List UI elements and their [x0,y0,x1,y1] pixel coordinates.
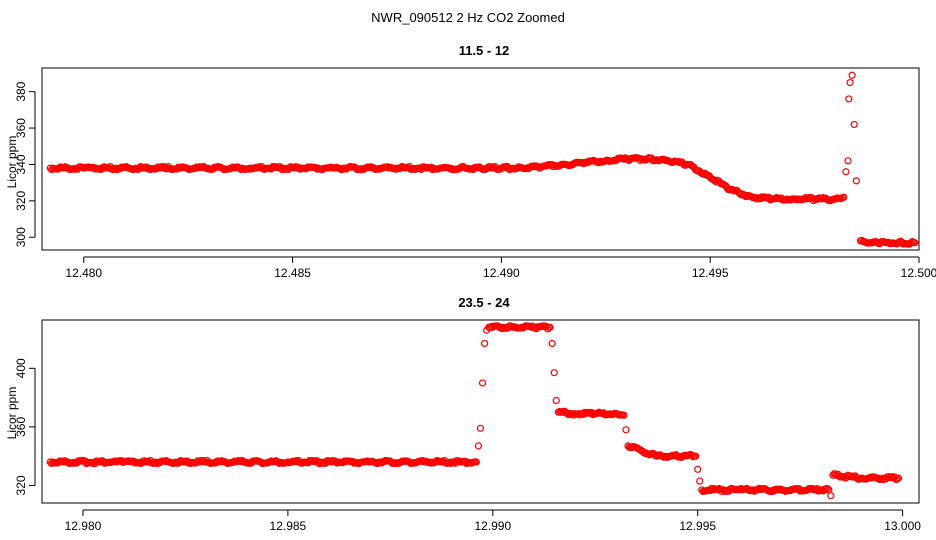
panel-bottom-plot-frame [41,319,920,504]
panel-bottom-ylabel: Licor ppm [5,387,19,440]
x-tick-label: 12.485 [274,266,311,280]
data-point [478,379,487,387]
data-point [846,78,854,87]
data-point [131,165,139,173]
x-tick-label: 12.480 [65,266,102,280]
data-point [848,472,856,480]
panel-top-title: 11.5 - 12 [459,43,510,58]
data-point [392,459,400,468]
figure-title: NWR_090512 2 Hz CO2 Zoomed [371,10,565,25]
data-point [694,465,702,473]
data-point [548,339,556,348]
panel-top-points [46,71,919,248]
data-point [893,475,901,483]
data-point [840,193,848,201]
data-point [894,474,903,482]
data-point [620,411,628,419]
data-point [823,484,832,493]
data-point [622,426,630,434]
y-tick-label: 380 [14,81,28,101]
panel-bottom: 23.5 - 24 Licor ppm 12.980 12.985 12.990 12… [5,295,921,533]
panel-top-plot-frame [41,67,920,251]
y-tick-label: 320 [14,475,28,495]
y-tick-label: 360 [14,118,28,138]
data-point [827,492,835,500]
x-tick-label: 12.500 [901,266,936,280]
data-point [852,177,860,185]
data-point [842,168,850,176]
data-point [844,157,852,165]
data-point [848,71,856,79]
panel-top-y-axis: 300 320 340 360 380 [14,81,36,247]
data-point [546,323,554,331]
y-tick-label: 300 [14,227,28,247]
panel-bottom-x-axis: 12.980 12.985 12.990 12.995 13.000 [65,509,921,533]
x-tick-label: 12.490 [483,266,520,280]
x-tick-label: 12.495 [692,266,729,280]
panel-top: 11.5 - 12 Licor ppm 12.480 12.485 12.490 12… [5,43,936,280]
x-tick-label: 12.995 [679,519,716,533]
data-point [552,396,560,405]
panel-top-x-axis: 12.480 12.485 12.490 12.495 12.500 [65,256,936,280]
panel-bottom-title: 23.5 - 24 [458,295,510,310]
panel-top-ylabel: Licor ppm [5,136,19,189]
panel-bottom-y-axis: 320 360 400 [14,358,36,495]
data-point [357,166,365,174]
y-tick-label: 320 [14,191,28,211]
x-tick-label: 12.985 [270,519,307,533]
data-point [170,459,179,467]
data-point [474,442,483,450]
x-tick-label: 12.980 [65,519,102,533]
y-tick-label: 360 [14,417,28,437]
data-point [480,339,489,348]
y-tick-label: 400 [14,358,28,378]
data-point [692,452,700,460]
data-point [696,477,704,485]
panel-bottom-points [46,322,903,500]
x-tick-label: 13.000 [884,519,921,533]
data-point [911,239,919,247]
data-point [111,165,119,173]
x-tick-label: 12.990 [474,519,511,533]
data-point [845,95,853,103]
data-point [831,470,840,478]
data-point [850,120,858,129]
data-point [550,369,558,377]
data-point [907,239,915,247]
data-point [563,409,571,418]
data-point [472,458,481,466]
y-tick-label: 340 [14,154,28,174]
data-point [60,164,68,172]
data-point [476,424,485,432]
